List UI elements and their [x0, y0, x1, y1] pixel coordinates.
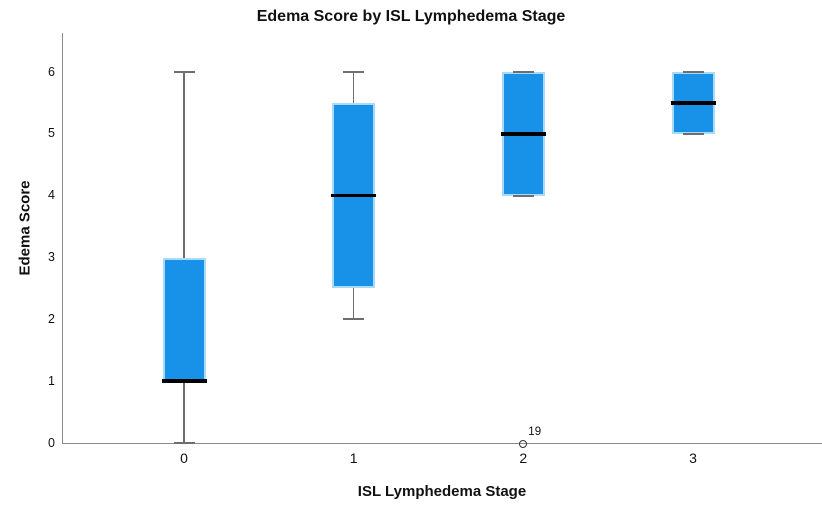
chart-title: Edema Score by ISL Lymphedema Stage — [256, 8, 566, 25]
whisker-cap-bottom — [173, 442, 195, 444]
y-tick-label: 4 — [48, 188, 55, 203]
median-line — [500, 132, 546, 136]
whisker-cap-top — [173, 71, 195, 73]
y-tick-label: 2 — [48, 311, 55, 326]
x-tick-label: 2 — [519, 450, 528, 466]
whisker-cap-top — [343, 71, 365, 73]
median-line — [670, 101, 716, 105]
x-axis-label: ISL Lymphedema Stage — [357, 483, 527, 500]
y-tick-label: 6 — [48, 64, 55, 79]
outlier-case-label: 19 — [528, 426, 542, 438]
y-tick-label: 0 — [48, 435, 55, 450]
x-tick-label: 1 — [349, 450, 358, 466]
whisker-cap-top — [682, 71, 704, 73]
x-tick-label: 3 — [689, 450, 697, 466]
y-tick-label: 5 — [48, 126, 55, 141]
outlier-point — [519, 440, 528, 448]
y-tick-label: 3 — [48, 250, 55, 264]
median-line — [331, 193, 377, 198]
y-tick-label: 1 — [48, 373, 55, 388]
box-iqr — [162, 257, 206, 382]
whisker-cap-bottom — [343, 318, 365, 321]
whisker-cap-bottom — [512, 194, 534, 197]
x-tick-label: 0 — [180, 450, 188, 466]
median-line — [161, 379, 207, 383]
whisker-cap-top — [512, 71, 534, 73]
whisker-cap-bottom — [682, 132, 704, 135]
plot-area: 0 1 2 3 4 5 6 0 1 19 2 3 — [48, 33, 822, 466]
